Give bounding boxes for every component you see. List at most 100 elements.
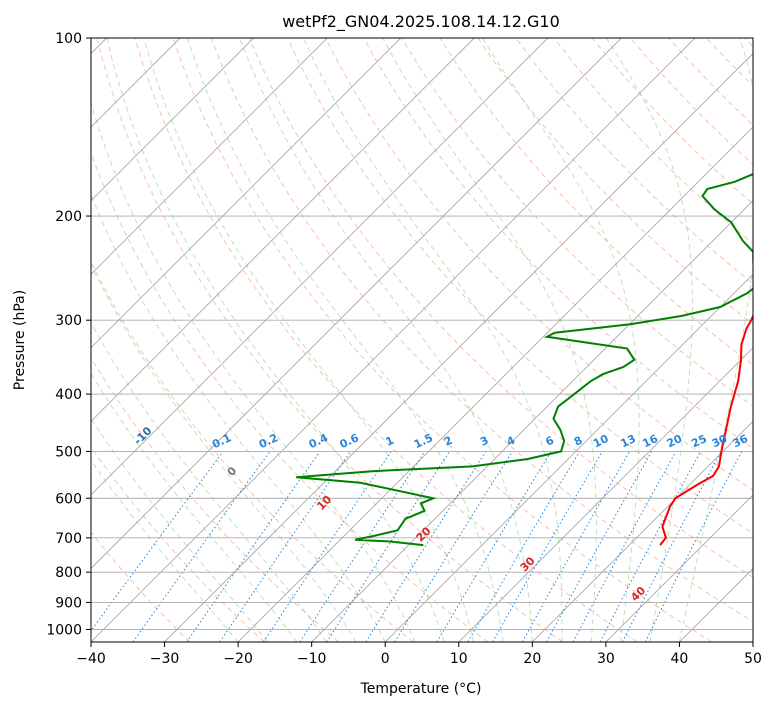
moist-adiabat-line — [91, 417, 268, 642]
isotherm-line — [91, 38, 622, 570]
moist-adiabat-line — [91, 101, 416, 642]
moist-adiabat-lines — [91, 38, 753, 642]
isotherm-line — [752, 641, 753, 642]
mixing-ratio-line — [299, 451, 426, 642]
x-tick-label: 40 — [671, 651, 689, 667]
isotherm-line — [91, 38, 328, 275]
moist-adiabat-line — [481, 38, 640, 642]
dry-adiabat-label: 30 — [518, 554, 538, 574]
moist-adiabat-line — [91, 372, 298, 642]
dry-adiabat-line — [401, 38, 753, 407]
x-tick-label: 30 — [597, 651, 615, 667]
y-tick-label: 900 — [55, 595, 82, 611]
dry-adiabat-lines — [91, 38, 753, 642]
isotherm-line — [311, 200, 753, 642]
mixing-ratio-label: 36 — [731, 432, 751, 450]
moist-adiabat-line — [186, 38, 504, 642]
y-tick-label: 700 — [55, 531, 82, 547]
mixing-ratio-line — [326, 451, 451, 642]
dry-adiabat-label: -10 — [131, 424, 154, 447]
dry-adiabat-line — [134, 38, 638, 642]
y-tick-label: 1000 — [46, 622, 82, 638]
moist-adiabat-line — [91, 263, 357, 642]
dry-adiabat-line — [591, 38, 753, 205]
mixing-ratio-line — [365, 451, 487, 642]
x-tick-label: 50 — [744, 651, 762, 667]
mixing-ratio-label: 6 — [543, 434, 556, 449]
mixing-ratio-line — [467, 451, 581, 642]
isotherm-lines — [91, 38, 753, 642]
dry-adiabat-line — [91, 445, 265, 642]
mixing-ratio-label: 13 — [618, 432, 637, 450]
y-tick-label: 500 — [55, 444, 82, 460]
isotherm-line — [532, 420, 753, 642]
dry-adiabat-line — [91, 356, 340, 642]
mixing-ratio-line — [219, 451, 352, 642]
dry-adiabat-label: 0 — [225, 464, 240, 479]
moist-adiabat-line — [106, 38, 445, 642]
dry-adiabat-line — [744, 38, 753, 48]
moist-adiabat-line — [678, 38, 753, 642]
isotherm-line — [91, 38, 696, 642]
dry-adiabat-line — [439, 38, 753, 366]
isotherm-line — [91, 38, 549, 496]
moist-adiabat-line — [91, 193, 386, 642]
dry-adiabat-label: 40 — [628, 584, 648, 604]
isotherm-line — [91, 38, 402, 349]
y-tick-label: 800 — [55, 565, 82, 581]
mixing-ratio-label: 20 — [665, 432, 685, 450]
mixing-ratio-line — [644, 451, 743, 642]
chart-title: wetPf2_GN04.2025.108.14.12.G10 — [282, 12, 560, 32]
dry-adiabat-line — [248, 38, 753, 578]
dry-adiabat-line — [172, 38, 713, 642]
x-tick-label: −10 — [297, 651, 327, 667]
moist-adiabat-line — [303, 38, 563, 642]
mixing-ratio-line — [186, 451, 321, 642]
mixing-ratio-line — [572, 451, 677, 642]
isotherm-line — [458, 347, 753, 642]
mixing-ratio-line — [436, 451, 552, 642]
isobar-lines — [91, 38, 753, 630]
plot-frame — [90, 37, 754, 643]
y-tick-label: 300 — [55, 313, 82, 329]
mixing-ratio-label: 10 — [591, 432, 611, 450]
dry-adiabat-line — [96, 38, 563, 642]
moist-adiabat-line — [606, 38, 693, 642]
mixing-ratio-label: 8 — [572, 434, 584, 449]
mixing-ratio-line — [522, 451, 631, 642]
y-tick-label: 600 — [55, 491, 82, 507]
mixing-ratio-label: 0.6 — [338, 431, 361, 451]
moist-adiabat-line — [382, 38, 597, 642]
moist-adiabat-line — [239, 38, 533, 642]
plot-area: -100-90-80-70-60-50-40-30-20-10010203040… — [91, 38, 753, 642]
y-tick-label: 100 — [55, 31, 82, 47]
isotherm-line — [605, 494, 753, 642]
x-tick-label: −30 — [150, 651, 180, 667]
contour-labels: -100-90-80-70-60-50-40-30-20-10010203040… — [131, 424, 751, 604]
dry-adiabat-label: 20 — [414, 524, 434, 544]
moist-adiabat-line — [143, 38, 474, 642]
isotherm-line — [164, 52, 753, 642]
x-tick-label: −40 — [76, 651, 106, 667]
mixing-ratio-label: 1 — [384, 434, 396, 449]
x-tick-label: 0 — [381, 651, 390, 667]
mixing-ratio-label: 0.1 — [210, 431, 233, 451]
mixing-ratio-label: 2 — [442, 434, 454, 449]
mixing-ratio-lines — [91, 451, 743, 642]
temperature-profile-line — [659, 313, 753, 546]
x-axis-ticks: −40 −30 −20 −10 0 10 20 30 40 50 — [76, 642, 762, 667]
isotherm-line — [679, 567, 753, 642]
dry-adiabat-line — [210, 38, 753, 623]
dry-adiabat-line — [706, 38, 753, 87]
mixing-ratio-label: 30 — [710, 432, 730, 450]
y-tick-label: 200 — [55, 209, 82, 225]
dry-adiabat-line — [668, 38, 753, 126]
mixing-ratio-line — [394, 451, 513, 642]
mixing-ratio-line — [91, 451, 224, 632]
isotherm-line — [237, 126, 753, 642]
moist-adiabat-line — [91, 459, 239, 642]
dry-adiabat-line — [91, 151, 489, 642]
dry-adiabat-line — [286, 38, 753, 535]
isotherm-line — [384, 273, 753, 642]
